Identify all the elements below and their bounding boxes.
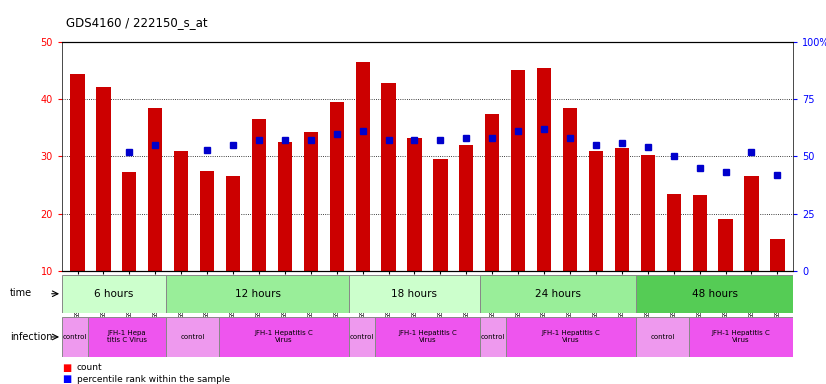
Bar [636, 275, 793, 313]
Text: JFH-1 Hepa
titis C Virus: JFH-1 Hepa titis C Virus [107, 331, 147, 343]
Bar [480, 317, 506, 357]
Text: infection: infection [10, 332, 52, 342]
Bar [459, 145, 473, 271]
Bar [88, 317, 166, 357]
Text: JFH-1 Hepatitis C
Virus: JFH-1 Hepatitis C Virus [542, 331, 601, 343]
Bar [719, 219, 733, 271]
Bar [563, 108, 577, 271]
Bar [506, 317, 636, 357]
Bar [641, 156, 655, 271]
Text: GDS4160 / 222150_s_at: GDS4160 / 222150_s_at [66, 16, 207, 29]
Text: 6 hours: 6 hours [94, 289, 134, 299]
Bar [692, 195, 707, 271]
Bar [375, 317, 480, 357]
Bar [434, 159, 448, 271]
Bar [62, 275, 166, 313]
Bar [355, 62, 370, 271]
Bar [615, 148, 629, 271]
Bar [689, 317, 793, 357]
Bar [97, 87, 111, 271]
Text: control: control [63, 334, 88, 340]
Text: time: time [10, 288, 32, 298]
Text: 12 hours: 12 hours [235, 289, 281, 299]
Text: control: control [180, 334, 205, 340]
Bar [349, 275, 480, 313]
Text: JFH-1 Hepatitis C
Virus: JFH-1 Hepatitis C Virus [711, 331, 770, 343]
Bar [485, 114, 500, 271]
Bar [70, 74, 84, 271]
Bar [62, 317, 88, 357]
Text: control: control [481, 334, 505, 340]
Bar [200, 171, 214, 271]
Bar [225, 177, 240, 271]
Bar [636, 317, 689, 357]
Bar [349, 317, 375, 357]
Bar [480, 275, 636, 313]
Bar [304, 132, 318, 271]
Bar [537, 68, 551, 271]
Bar [744, 177, 758, 271]
Text: 48 hours: 48 hours [691, 289, 738, 299]
Text: 24 hours: 24 hours [535, 289, 581, 299]
Bar [174, 151, 188, 271]
Bar [278, 142, 292, 271]
Text: percentile rank within the sample: percentile rank within the sample [77, 375, 230, 384]
Text: count: count [77, 363, 102, 372]
Bar [330, 102, 344, 271]
Text: control: control [650, 334, 675, 340]
Bar [771, 239, 785, 271]
Bar [166, 317, 219, 357]
Text: JFH-1 Hepatitis C
Virus: JFH-1 Hepatitis C Virus [254, 331, 313, 343]
Bar [219, 317, 349, 357]
Bar [166, 275, 349, 313]
Bar [407, 138, 421, 271]
Bar [667, 194, 681, 271]
Bar [382, 83, 396, 271]
Bar [148, 108, 163, 271]
Text: 18 hours: 18 hours [392, 289, 438, 299]
Bar [252, 119, 266, 271]
Text: JFH-1 Hepatitis C
Virus: JFH-1 Hepatitis C Virus [398, 331, 457, 343]
Bar [511, 70, 525, 271]
Bar [589, 151, 603, 271]
Bar [122, 172, 136, 271]
Text: ■: ■ [62, 363, 71, 373]
Text: control: control [350, 334, 374, 340]
Text: ■: ■ [62, 374, 71, 384]
